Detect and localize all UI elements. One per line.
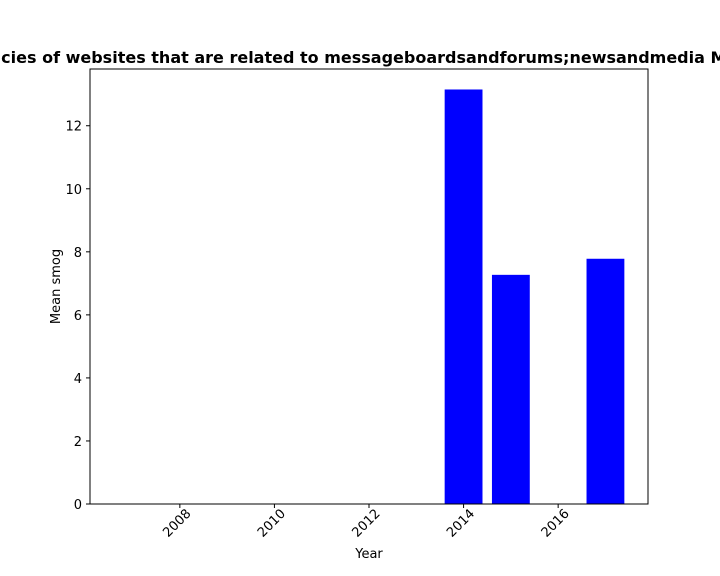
- chart-title: Mean smog for privacy policies of websit…: [0, 48, 720, 67]
- x-tick-label-2008: 2008: [160, 507, 194, 541]
- y-tick-label-12: 12: [65, 120, 82, 135]
- x-tick-label-2014: 2014: [444, 507, 478, 541]
- plot-frame: [89, 68, 649, 505]
- x-tick-label-2016: 2016: [539, 507, 573, 541]
- y-tick-label-6: 6: [74, 309, 82, 324]
- x-tick-label-2012: 2012: [350, 507, 384, 541]
- x-axis: 2008 2010 2012 2014 2016: [160, 504, 573, 541]
- bar-2015: [491, 274, 530, 504]
- y-tick-label-2: 2: [74, 435, 82, 450]
- bar-2014: [444, 89, 483, 504]
- y-tick-label-4: 4: [74, 372, 82, 387]
- bars-layer: [444, 89, 625, 504]
- y-tick-label-10: 10: [65, 183, 82, 198]
- y-tick-label-0: 0: [74, 498, 82, 513]
- y-axis-label: Mean smog: [49, 249, 64, 324]
- bar-2017: [586, 258, 625, 504]
- y-axis: 0 2 4 6 8 10 12: [65, 120, 90, 513]
- x-axis-label: Year: [354, 547, 383, 562]
- y-tick-label-8: 8: [74, 246, 82, 261]
- x-tick-label-2010: 2010: [255, 507, 289, 541]
